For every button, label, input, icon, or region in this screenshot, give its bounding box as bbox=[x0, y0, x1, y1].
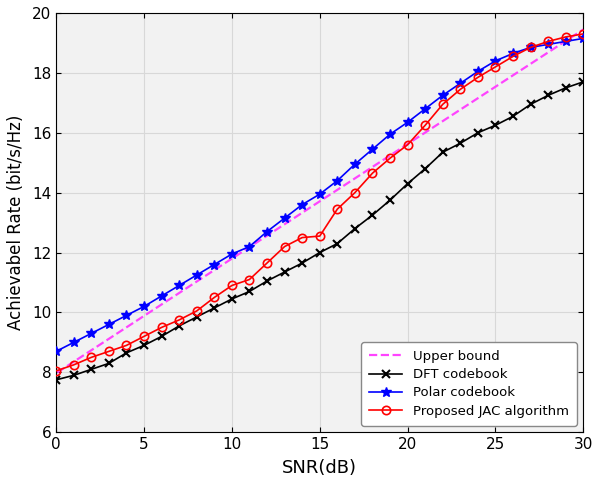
Polar codebook bbox=[228, 251, 235, 257]
Polar codebook bbox=[369, 146, 376, 152]
DFT codebook bbox=[386, 197, 394, 203]
Polar codebook bbox=[334, 178, 341, 183]
Proposed JAC algorithm bbox=[158, 324, 165, 330]
Legend: Upper bound, DFT codebook, Polar codebook, Proposed JAC algorithm: Upper bound, DFT codebook, Polar codeboo… bbox=[361, 342, 577, 425]
DFT codebook bbox=[299, 260, 306, 266]
Polar codebook bbox=[176, 283, 183, 288]
Polar codebook bbox=[281, 215, 288, 221]
Line: Polar codebook: Polar codebook bbox=[51, 33, 588, 356]
Proposed JAC algorithm bbox=[140, 333, 148, 339]
Proposed JAC algorithm bbox=[246, 276, 253, 282]
Polar codebook bbox=[53, 348, 60, 354]
Proposed JAC algorithm bbox=[509, 53, 517, 59]
Polar codebook bbox=[158, 293, 165, 299]
DFT codebook bbox=[334, 241, 341, 246]
Proposed JAC algorithm bbox=[228, 283, 235, 288]
DFT codebook bbox=[475, 130, 482, 136]
DFT codebook bbox=[404, 181, 411, 186]
DFT codebook bbox=[492, 122, 499, 128]
Proposed JAC algorithm bbox=[316, 233, 323, 239]
Polar codebook bbox=[545, 42, 552, 47]
DFT codebook bbox=[53, 377, 60, 383]
Polar codebook bbox=[140, 303, 148, 309]
Proposed JAC algorithm bbox=[299, 235, 306, 241]
Polar codebook bbox=[193, 272, 200, 278]
Polar codebook bbox=[316, 191, 323, 197]
Line: DFT codebook: DFT codebook bbox=[52, 78, 587, 384]
Y-axis label: Achievabel Rate (bit/s/Hz): Achievabel Rate (bit/s/Hz) bbox=[7, 115, 25, 330]
Proposed JAC algorithm bbox=[211, 295, 218, 301]
Polar codebook bbox=[475, 68, 482, 74]
Polar codebook bbox=[422, 106, 429, 112]
Polar codebook bbox=[299, 202, 306, 208]
DFT codebook bbox=[140, 343, 148, 348]
Polar codebook bbox=[562, 39, 569, 45]
DFT codebook bbox=[123, 350, 130, 356]
DFT codebook bbox=[281, 269, 288, 275]
DFT codebook bbox=[88, 366, 95, 372]
Line: Proposed JAC algorithm: Proposed JAC algorithm bbox=[52, 30, 587, 375]
Proposed JAC algorithm bbox=[281, 243, 288, 249]
DFT codebook bbox=[351, 226, 358, 231]
Proposed JAC algorithm bbox=[53, 368, 60, 374]
Polar codebook bbox=[123, 313, 130, 318]
Polar codebook bbox=[457, 80, 464, 86]
Polar codebook bbox=[580, 35, 587, 41]
Proposed JAC algorithm bbox=[70, 362, 77, 368]
Polar codebook bbox=[351, 161, 358, 167]
Proposed JAC algorithm bbox=[369, 170, 376, 176]
DFT codebook bbox=[562, 85, 569, 91]
DFT codebook bbox=[158, 333, 165, 339]
Proposed JAC algorithm bbox=[457, 87, 464, 92]
DFT codebook bbox=[246, 288, 253, 294]
Proposed JAC algorithm bbox=[492, 64, 499, 70]
X-axis label: SNR(dB): SNR(dB) bbox=[282, 459, 357, 477]
DFT codebook bbox=[580, 79, 587, 85]
DFT codebook bbox=[316, 250, 323, 256]
Proposed JAC algorithm bbox=[263, 260, 271, 266]
Proposed JAC algorithm bbox=[545, 39, 552, 45]
Polar codebook bbox=[492, 58, 499, 64]
Polar codebook bbox=[263, 228, 271, 234]
DFT codebook bbox=[263, 278, 271, 284]
DFT codebook bbox=[509, 113, 517, 119]
Polar codebook bbox=[105, 321, 112, 327]
Proposed JAC algorithm bbox=[422, 122, 429, 128]
Proposed JAC algorithm bbox=[176, 317, 183, 323]
Polar codebook bbox=[211, 262, 218, 268]
Proposed JAC algorithm bbox=[562, 34, 569, 40]
DFT codebook bbox=[545, 92, 552, 98]
Proposed JAC algorithm bbox=[527, 45, 534, 50]
Proposed JAC algorithm bbox=[580, 31, 587, 37]
DFT codebook bbox=[193, 314, 200, 320]
Proposed JAC algorithm bbox=[88, 354, 95, 360]
DFT codebook bbox=[369, 212, 376, 218]
DFT codebook bbox=[527, 101, 534, 107]
Polar codebook bbox=[439, 92, 446, 98]
Proposed JAC algorithm bbox=[404, 142, 411, 148]
Polar codebook bbox=[246, 243, 253, 249]
Polar codebook bbox=[70, 339, 77, 345]
Polar codebook bbox=[527, 45, 534, 50]
Polar codebook bbox=[404, 120, 411, 125]
DFT codebook bbox=[457, 140, 464, 146]
Proposed JAC algorithm bbox=[439, 101, 446, 107]
Proposed JAC algorithm bbox=[386, 155, 394, 161]
Proposed JAC algorithm bbox=[123, 343, 130, 348]
DFT codebook bbox=[228, 296, 235, 302]
Polar codebook bbox=[386, 131, 394, 137]
Proposed JAC algorithm bbox=[334, 206, 341, 212]
Proposed JAC algorithm bbox=[351, 190, 358, 196]
DFT codebook bbox=[105, 361, 112, 366]
DFT codebook bbox=[176, 323, 183, 329]
DFT codebook bbox=[70, 373, 77, 378]
DFT codebook bbox=[422, 166, 429, 172]
Proposed JAC algorithm bbox=[193, 308, 200, 314]
Polar codebook bbox=[88, 331, 95, 336]
DFT codebook bbox=[211, 305, 218, 311]
DFT codebook bbox=[439, 149, 446, 155]
Polar codebook bbox=[509, 50, 517, 56]
Proposed JAC algorithm bbox=[475, 75, 482, 80]
Proposed JAC algorithm bbox=[105, 348, 112, 354]
